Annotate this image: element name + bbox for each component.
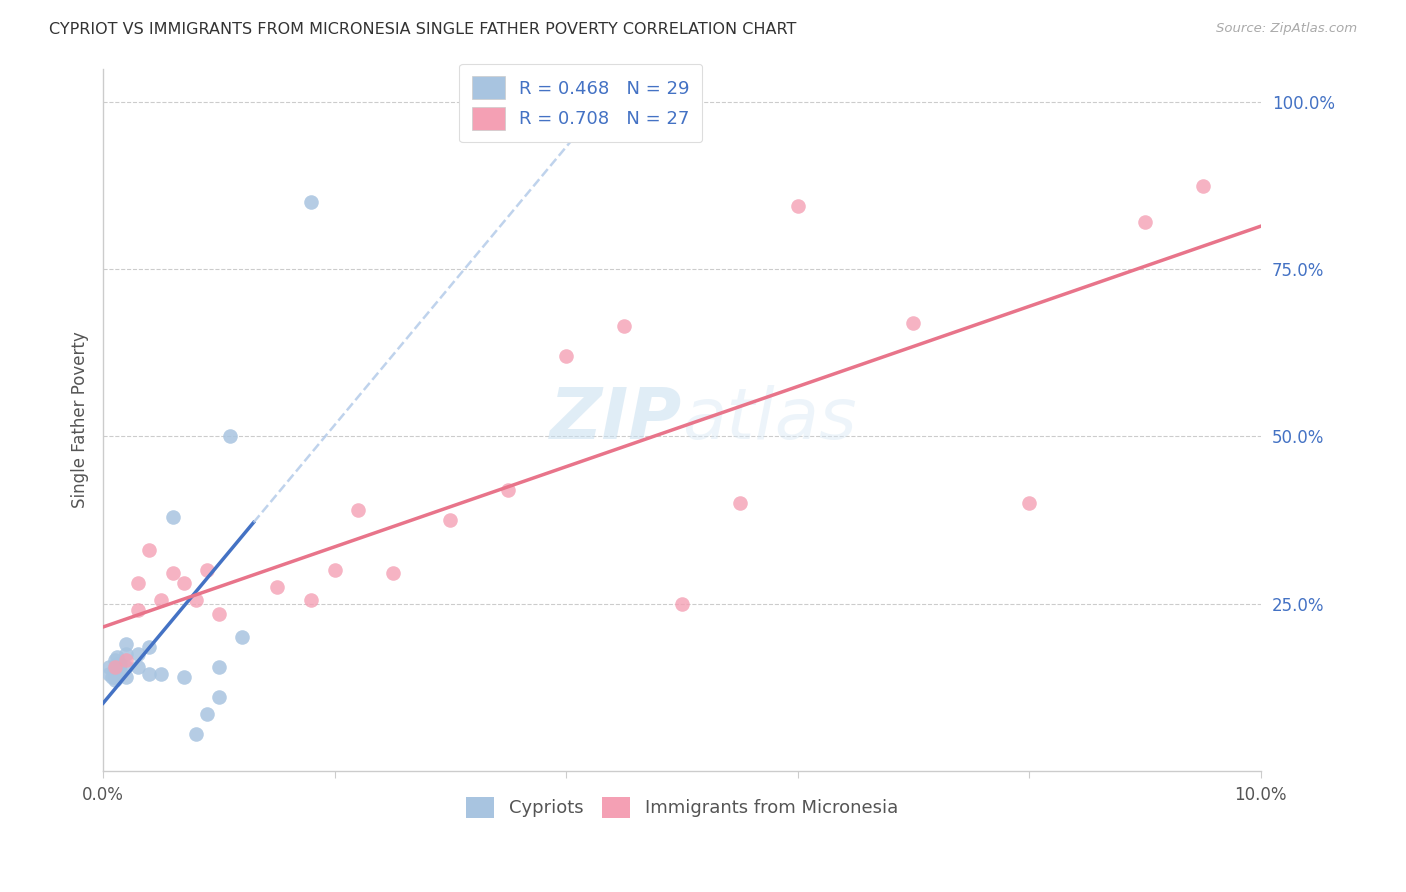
Text: ZIP: ZIP (550, 385, 682, 454)
Point (173, 670, 195, 684)
Point (208, 690, 231, 705)
Point (496, 483, 519, 497)
Point (104, 660, 127, 674)
Point (115, 637, 138, 651)
Point (381, 566, 404, 581)
Y-axis label: Single Father Poverty: Single Father Poverty (72, 331, 89, 508)
Point (105, 650, 128, 665)
Point (105, 657, 128, 671)
Point (150, 666, 173, 681)
Point (104, 653, 127, 667)
Point (115, 647, 138, 661)
Point (127, 603, 149, 617)
Point (101, 670, 124, 684)
Point (728, 496, 751, 510)
Point (301, 195, 323, 210)
Point (110, 664, 132, 678)
Point (184, 593, 207, 607)
Point (266, 580, 288, 594)
Point (195, 706, 218, 721)
Point (439, 513, 461, 527)
Point (138, 666, 160, 681)
Point (613, 318, 636, 333)
Point (138, 543, 160, 558)
Point (115, 670, 138, 684)
Point (150, 593, 173, 607)
Text: atlas: atlas (682, 385, 856, 454)
Point (1191, 178, 1213, 193)
Point (162, 509, 184, 524)
Point (346, 503, 368, 517)
Point (110, 657, 132, 671)
Point (104, 673, 127, 688)
Point (184, 727, 207, 741)
Point (104, 670, 127, 684)
Point (97, 666, 120, 681)
Point (97, 660, 120, 674)
Point (208, 607, 231, 621)
Point (104, 660, 127, 674)
Point (1018, 496, 1040, 510)
Point (208, 660, 231, 674)
Point (555, 349, 578, 363)
Point (115, 653, 138, 667)
Point (173, 576, 195, 591)
Point (127, 660, 149, 674)
Point (1133, 215, 1156, 229)
Point (115, 660, 138, 674)
Point (786, 199, 808, 213)
Point (323, 563, 346, 577)
Point (301, 593, 323, 607)
Point (903, 316, 925, 330)
Text: CYPRIOT VS IMMIGRANTS FROM MICRONESIA SINGLE FATHER POVERTY CORRELATION CHART: CYPRIOT VS IMMIGRANTS FROM MICRONESIA SI… (49, 22, 797, 37)
Point (127, 576, 149, 591)
Point (219, 429, 242, 443)
Text: Source: ZipAtlas.com: Source: ZipAtlas.com (1216, 22, 1357, 36)
Point (231, 630, 253, 644)
Point (127, 647, 149, 661)
Point (138, 640, 160, 654)
Point (162, 566, 184, 581)
Point (671, 597, 693, 611)
Legend: Cypriots, Immigrants from Micronesia: Cypriots, Immigrants from Micronesia (458, 789, 905, 825)
Point (195, 563, 218, 577)
